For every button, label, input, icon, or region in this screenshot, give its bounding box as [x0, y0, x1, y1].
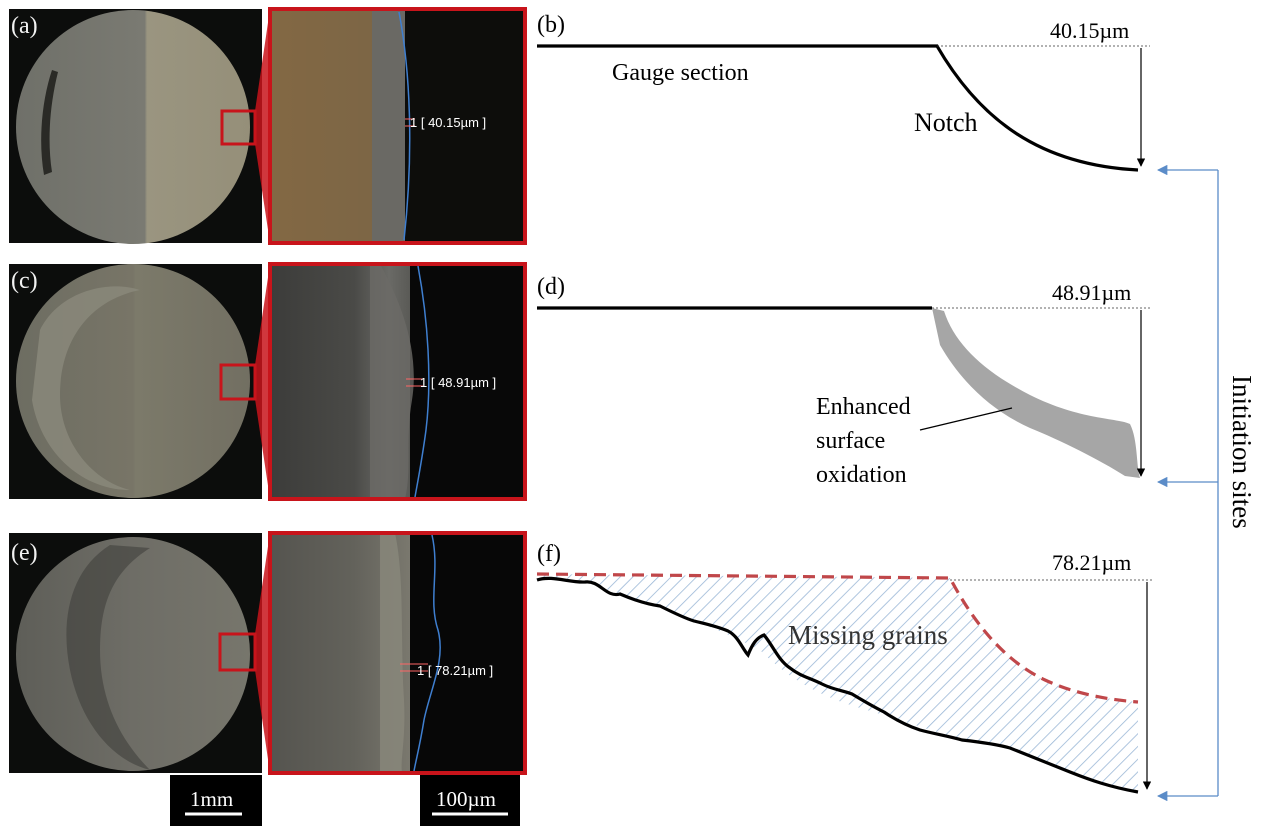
- panel-label-b: (b): [537, 12, 565, 38]
- oxidation-label-line-2: surface: [816, 428, 886, 454]
- zoom-connector-c: [255, 264, 270, 499]
- missing-grains-region: [537, 574, 1138, 792]
- oxidation-label-line-1: Enhanced: [816, 394, 911, 420]
- oxidation-region: [932, 308, 1140, 478]
- panel-label-d: (d): [537, 274, 565, 300]
- zoom-connector-e: [255, 533, 270, 773]
- oxidation-label-line-3: oxidation: [816, 462, 907, 488]
- scale-bar-micro-box: [420, 775, 520, 826]
- surface-boundary-e: [413, 534, 441, 772]
- panel-label-c: (c): [11, 268, 38, 294]
- depth-value-d: 48.91µm: [1052, 280, 1132, 305]
- oxidation-leader-line: [919, 407, 1013, 431]
- missing-grains-label: Missing grains: [788, 620, 948, 650]
- gauge-section-label: Gauge section: [612, 60, 749, 86]
- initiation-sites-label: Initiation sites: [1227, 375, 1257, 529]
- measurement-readout-a: 1 [ 40.15µm ]: [410, 115, 487, 130]
- surface-boundary-c: [414, 265, 430, 498]
- depth-value-b: 40.15µm: [1050, 18, 1130, 43]
- surface-feature-a: [41, 70, 58, 175]
- measurement-readout-c: 1 [ 48.91µm ]: [420, 375, 497, 390]
- fracture-surface-disc-e: [16, 537, 250, 771]
- scale-bar-macro-box: [170, 775, 262, 826]
- fracture-surface-disc-a: [16, 10, 250, 244]
- depth-value-f: 78.21µm: [1052, 550, 1132, 575]
- surface-boundary-a: [398, 11, 411, 241]
- scale-bar-macro-label: 1mm: [190, 787, 234, 811]
- panel-label-a: (a): [11, 13, 38, 39]
- surface-feature-e: [66, 545, 150, 770]
- panel-label-e: (e): [11, 540, 38, 566]
- notch-label: Notch: [914, 108, 978, 137]
- panel-label-f: (f): [537, 541, 561, 567]
- original-profile-dashed: [536, 572, 1139, 704]
- zoom-connector-a: [255, 9, 270, 243]
- profile-b: [537, 44, 1139, 172]
- measurement-readout-e: 1 [ 78.21µm ]: [417, 663, 494, 678]
- scale-bar-micro-label: 100µm: [436, 787, 496, 811]
- surface-feature-c: [32, 286, 140, 490]
- fractured-profile-f: [536, 576, 1139, 794]
